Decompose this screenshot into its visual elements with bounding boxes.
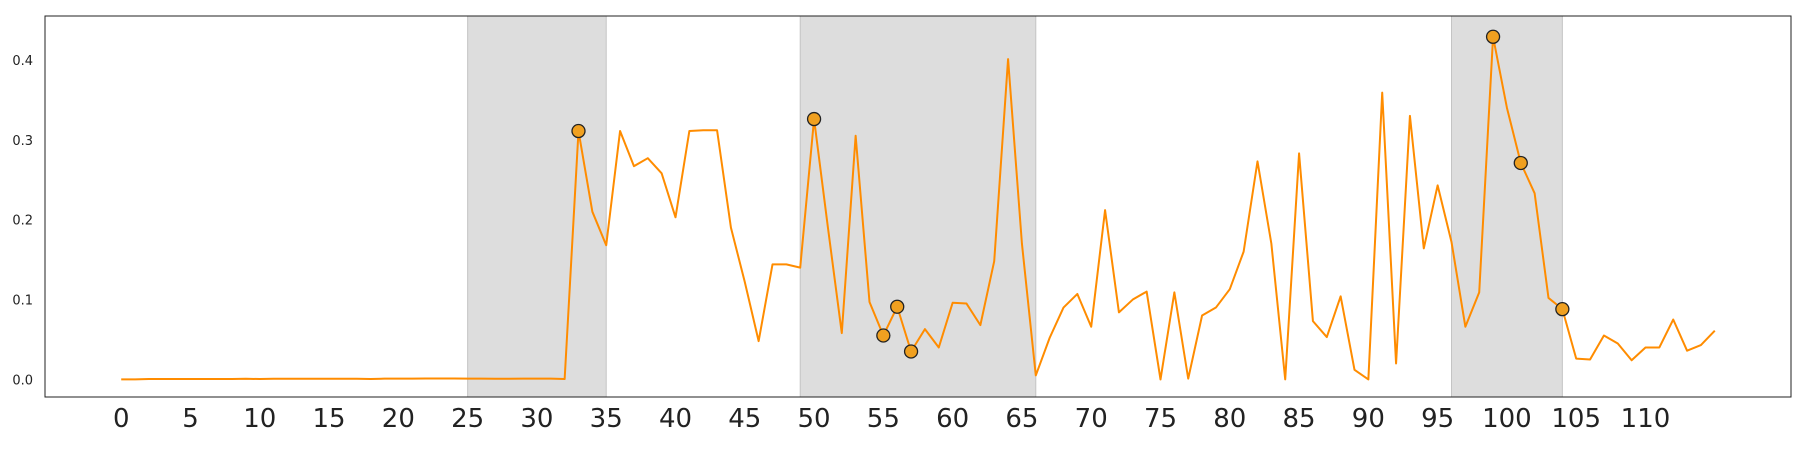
x-tick-label: 85 (1283, 404, 1316, 434)
x-tick-label: 105 (1551, 404, 1601, 434)
x-tick-label: 25 (451, 404, 484, 434)
y-axis-ticks: 0.0 0.1 0.2 0.3 0.4 (12, 54, 33, 388)
x-tick-label: 5 (182, 404, 199, 434)
y-tick-label: 0.0 (12, 373, 33, 388)
x-tick-label: 40 (659, 404, 692, 434)
series-line-0 (121, 35, 1716, 381)
x-tick-label: 55 (867, 404, 900, 434)
x-tick-label: 50 (798, 404, 831, 434)
x-tick-label: 15 (313, 404, 346, 434)
x-tick-label: 0 (113, 404, 130, 434)
highlight-point (1513, 155, 1528, 171)
x-tick-label: 80 (1213, 404, 1246, 434)
highlight-point (903, 344, 919, 359)
x-tick-label: 110 (1621, 404, 1671, 434)
shaded-band-1 (799, 15, 1037, 398)
shaded-band-0 (467, 15, 607, 398)
series-group (121, 35, 1716, 381)
x-tick-label: 65 (1005, 404, 1038, 434)
x-tick-label: 30 (520, 404, 553, 434)
x-tick-label: 75 (1144, 404, 1177, 434)
x-tick-label: 35 (590, 404, 623, 434)
shaded-band-2 (1451, 15, 1563, 398)
x-tick-label: 10 (243, 404, 276, 434)
x-axis-ticks: 0 5 10 15 20 25 30 35 40 45 50 55 60 65 70 75 80 85 90 95 10… (113, 404, 1670, 434)
highlight-points (571, 29, 1570, 359)
highlight-point (1555, 301, 1570, 317)
highlight-point (1485, 29, 1501, 44)
plot-frame (44, 15, 1792, 398)
x-tick-label: 60 (936, 404, 969, 434)
y-tick-label: 0.3 (12, 134, 33, 149)
x-tick-label: 95 (1421, 404, 1454, 434)
y-tick-label: 0.1 (12, 294, 33, 309)
highlight-point (806, 111, 822, 127)
x-tick-label: 70 (1075, 404, 1108, 434)
x-tick-label: 20 (382, 404, 415, 434)
highlight-point (876, 328, 891, 343)
x-tick-label: 45 (728, 404, 761, 434)
x-tick-label: 90 (1352, 404, 1385, 434)
x-tick-label: 100 (1482, 404, 1532, 434)
highlight-point (571, 123, 586, 139)
y-tick-label: 0.4 (12, 54, 33, 69)
y-tick-label: 0.2 (12, 214, 33, 229)
highlight-point (890, 299, 905, 314)
